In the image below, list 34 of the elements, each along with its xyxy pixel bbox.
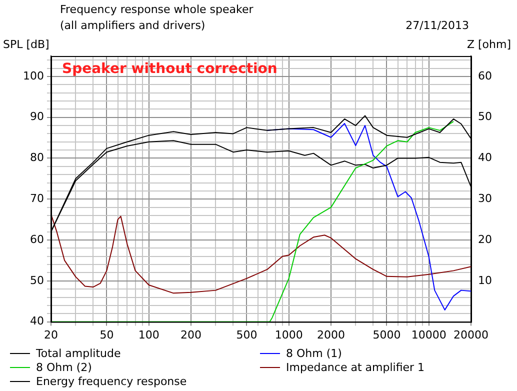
legend-label: Energy frequency response <box>36 374 187 388</box>
text: 27/11/2013 <box>406 19 469 32</box>
y-tick-label: 70 <box>30 192 44 205</box>
annotation: Speaker without correction <box>62 61 278 77</box>
x-tick-label: 100 <box>138 328 160 342</box>
x-tick-label: 2000 <box>317 328 345 342</box>
y-tick-label: 90 <box>30 110 44 124</box>
y2-tick-label: 60 <box>478 69 492 82</box>
legend-label: Impedance at amplifier 1 <box>286 360 425 374</box>
legend-label: Total amplitude <box>36 346 121 360</box>
y-tick-label: 100 <box>23 69 44 82</box>
x-tick-label: 1000 <box>274 328 303 342</box>
y-tick-label: 60 <box>30 232 44 246</box>
y-tick-label: 40 <box>30 314 44 328</box>
y-axis-title: SPL [dB] <box>3 38 50 51</box>
x-tick-label: 50 <box>100 328 114 342</box>
x-tick-label: 200 <box>180 328 202 342</box>
x-tick-label: 500 <box>236 328 258 342</box>
y-tick-label: 50 <box>30 274 44 287</box>
y-tick-label: 80 <box>30 151 44 164</box>
y2-tick-label: 20 <box>478 232 492 246</box>
y2-tick-label: 50 <box>478 110 492 124</box>
chart-title: Frequency response whole speaker <box>60 3 254 16</box>
y2-tick-label: 40 <box>478 151 492 164</box>
y2-tick-label: 10 <box>478 274 492 287</box>
chart-subtitle: (all amplifiers and drivers) <box>60 19 206 32</box>
x-tick-label: 20000 <box>454 328 488 342</box>
x-tick-label: 5000 <box>372 328 401 342</box>
legend-label: 8 Ohm (2) <box>36 360 92 374</box>
y2-tick-label: 30 <box>478 192 492 205</box>
legend-label: 8 Ohm (1) <box>286 346 342 360</box>
x-tick-label: 10000 <box>411 328 446 342</box>
y2-axis-title: Z [ohm] <box>466 38 511 51</box>
x-tick-label: 20 <box>44 328 58 342</box>
